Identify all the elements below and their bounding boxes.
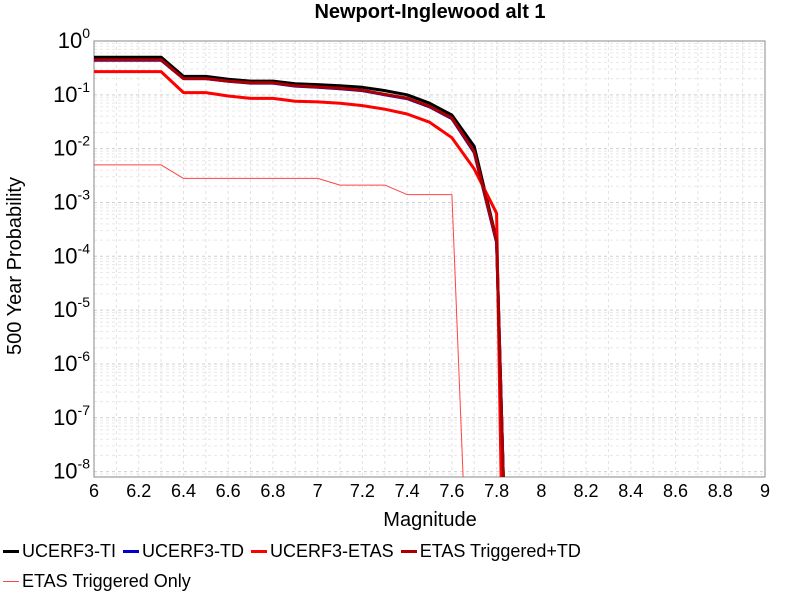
- legend-label: ETAS Triggered Only: [22, 570, 191, 591]
- chart: Newport-Inglewood alt 1 6 6.2 6.4 6.6 6.8 7 7.…: [4, 1, 770, 531]
- x-tick-label: 6.4: [171, 481, 196, 501]
- series-line-ucerf3-etas: [94, 70, 503, 478]
- legend-item: UCERF3-TD: [120, 541, 244, 562]
- legend-label: UCERF3-TI: [22, 540, 116, 561]
- plot-area-frame: [93, 40, 766, 478]
- legend-row: UCERF3-TI UCERF3-TD UCERF3-ETAS ETAS Trigge…: [0, 536, 800, 566]
- legend-label: ETAS Triggered+TD: [419, 540, 581, 561]
- series-line-etas-triggered-td: [94, 58, 505, 478]
- x-tick-label: 7.6: [439, 481, 464, 501]
- legend-label: UCERF3-TD: [142, 540, 244, 561]
- x-tick-label: 6.2: [126, 481, 151, 501]
- legend-swatch: [400, 549, 417, 553]
- x-axis-label: Magnitude: [383, 509, 476, 531]
- series-line-etas-triggered-only: [94, 164, 464, 478]
- series-layer: [94, 55, 505, 478]
- x-tick-label: 7.2: [350, 481, 375, 501]
- x-tick-label: 7: [313, 481, 323, 501]
- chart-legend: UCERF3-TI UCERF3-TD UCERF3-ETAS ETAS Trigge…: [0, 536, 800, 596]
- series-line-ucerf3-ti: [94, 55, 505, 478]
- x-tick-label: 7.8: [484, 481, 509, 501]
- legend-item: ETAS Triggered+TD: [398, 541, 581, 562]
- x-tick-label: 8.4: [618, 481, 643, 501]
- legend-swatch: [3, 549, 19, 553]
- legend-swatch: [123, 549, 139, 553]
- x-tick-label: 8.8: [708, 481, 733, 501]
- legend-item: UCERF3-TI: [0, 541, 116, 562]
- y-axis-label: 500 Year Probability: [4, 177, 26, 355]
- y-tick-label: 100: [58, 25, 90, 53]
- y-tick-label: 10-6: [53, 348, 90, 376]
- y-tick-label: 10-4: [53, 240, 90, 268]
- x-tick-label: 8.2: [574, 481, 599, 501]
- chart-title: Newport-Inglewood alt 1: [314, 1, 545, 23]
- legend-row: ETAS Triggered Only: [0, 566, 800, 596]
- legend-item: UCERF3-ETAS: [248, 541, 394, 562]
- y-tick-label: 10-5: [53, 294, 90, 322]
- legend-label: UCERF3-ETAS: [270, 540, 394, 561]
- x-tick-label: 6.6: [216, 481, 241, 501]
- x-tick-label: 9: [760, 481, 770, 501]
- x-tick-label: 6: [89, 481, 99, 501]
- x-tick-label: 8: [536, 481, 546, 501]
- y-tick-label: 10-2: [53, 133, 90, 161]
- y-tick-label: 10-1: [53, 79, 90, 107]
- x-tick-label: 6.8: [260, 481, 285, 501]
- y-tick-label: 10-3: [53, 186, 90, 214]
- y-tick-label: 10-7: [53, 402, 90, 430]
- y-tick-labels: 100 10-1 10-2 10-3 10-4 10-5 10-6 10-7 10-8: [53, 25, 90, 484]
- legend-swatch: [3, 580, 19, 582]
- y-tick-label: 10-8: [53, 456, 90, 484]
- legend-item: ETAS Triggered Only: [0, 571, 191, 592]
- x-tick-labels: 6 6.2 6.4 6.6 6.8 7 7.2 7.4 7.6 7.8 8 8.2 8.4 8.6 8.8 9: [89, 481, 770, 501]
- x-tick-label: 7.4: [395, 481, 420, 501]
- legend-swatch: [251, 549, 267, 553]
- x-tick-label: 8.6: [663, 481, 688, 501]
